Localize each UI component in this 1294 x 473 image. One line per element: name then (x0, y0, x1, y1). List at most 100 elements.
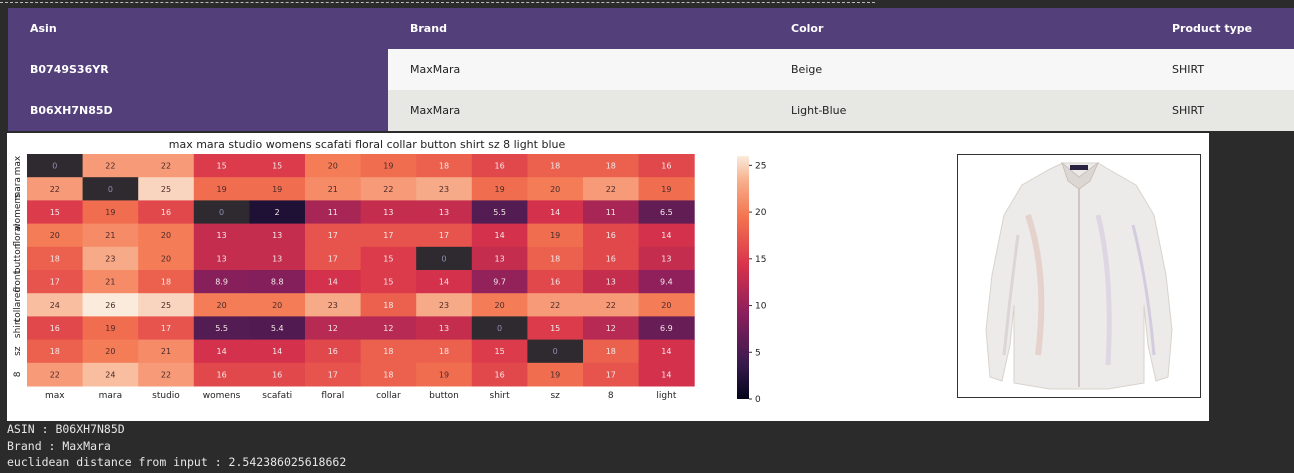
heatmap-cell-label: 19 (105, 208, 115, 217)
colorbar-tick-label: 10 (755, 302, 767, 312)
heatmap-cell (527, 200, 584, 225)
heatmap-cell-label: 11 (606, 208, 616, 217)
heatmap-cell-label: 14 (495, 231, 505, 240)
y-tick-label: 8 (13, 371, 23, 377)
heatmap-cell-label: 16 (272, 370, 282, 379)
heatmap-cell (193, 246, 250, 271)
table-header-row: Asin Brand Color Product type (8, 8, 1294, 49)
heatmap-cell-label: 5.5 (215, 324, 228, 333)
heatmap-cell (638, 154, 695, 178)
heatmap-cell-label: 18 (606, 162, 616, 171)
heatmap-cell-label: 19 (550, 231, 560, 240)
heatmap-cell-label: 16 (217, 370, 227, 379)
y-tick-label: shirt (13, 317, 23, 338)
heatmap-cell (583, 316, 640, 341)
heatmap-cell-label: 25 (161, 301, 171, 310)
colorbar-tick-label: 25 (755, 161, 766, 171)
heatmap-cell-label: 18 (50, 347, 60, 356)
heatmap-cell (249, 177, 306, 201)
heatmap-cell (471, 316, 528, 341)
heatmap-cell (193, 177, 250, 201)
heatmap-cell (27, 246, 84, 271)
heatmap-cell (583, 246, 640, 271)
heatmap-cell-label: 19 (495, 185, 505, 194)
x-tick-label: collar (376, 391, 401, 401)
heatmap-cell (249, 154, 306, 178)
heatmap-cell-label: 15 (217, 162, 227, 171)
heatmap-cell (82, 339, 139, 364)
cell-product-type: SHIRT (1150, 90, 1294, 131)
heatmap-cell (416, 154, 473, 178)
heatmap-cell (360, 223, 417, 248)
x-tick-label: floral (321, 391, 344, 401)
heatmap-cell-label: 14 (661, 231, 671, 240)
y-tick-label: mara (13, 177, 23, 201)
heatmap-cell (82, 200, 139, 225)
heatmap-cell (471, 339, 528, 364)
heatmap-cell (27, 177, 84, 201)
product-table: Asin Brand Color Product type B0749S36YR… (8, 8, 1294, 131)
y-tick-label: sz (13, 346, 23, 356)
heatmap-cell-label: 16 (495, 370, 505, 379)
heatmap-cell (82, 362, 139, 387)
heatmap-cell-label: 25 (161, 185, 171, 194)
heatmap-cell (583, 270, 640, 294)
heatmap-cell-label: 22 (550, 301, 560, 310)
heatmap-cell (527, 154, 584, 178)
heatmap-cell-label: 20 (161, 231, 171, 240)
console-output: ASIN : B06XH7N85D Brand : MaxMara euclid… (7, 421, 707, 471)
heatmap-cell-label: 6.5 (660, 208, 673, 217)
heatmap-cell (360, 200, 417, 225)
heatmap-cell-label: 18 (383, 301, 393, 310)
heatmap-cell-label: 15 (495, 347, 505, 356)
heatmap-cell (638, 177, 695, 201)
heatmap-cell (249, 339, 306, 364)
heatmap-cell-label: 5.4 (271, 324, 284, 333)
heatmap-cell (638, 339, 695, 364)
heatmap-cell-label: 18 (383, 370, 393, 379)
heatmap-cell (82, 154, 139, 178)
colorbar-tick-label: 20 (755, 208, 767, 218)
heatmap-cell (471, 154, 528, 178)
heatmap-cell-label: 12 (606, 324, 616, 333)
heatmap-cell (638, 316, 695, 341)
heatmap-cell-label: 8.8 (271, 278, 284, 287)
heatmap-cell-label: 17 (439, 231, 449, 240)
heatmap-cell-label: 13 (272, 231, 282, 240)
heatmap-cell (416, 200, 473, 225)
heatmap-cell (583, 154, 640, 178)
heatmap-cell-label: 14 (272, 347, 282, 356)
x-tick-label: studio (152, 391, 180, 401)
heatmap-cell (193, 154, 250, 178)
heatmap-cell (638, 270, 695, 294)
heatmap-cell-label: 19 (661, 185, 671, 194)
heatmap-cell-label: 18 (550, 162, 560, 171)
heatmap-cell (305, 223, 362, 248)
x-tick-label: mara (99, 391, 123, 401)
heatmap-cell-label: 21 (328, 185, 338, 194)
heatmap-cell (193, 362, 250, 387)
heatmap-cell-label: 20 (161, 254, 171, 263)
heatmap-cell-label: 16 (661, 162, 671, 171)
heatmap-cell (27, 316, 84, 341)
heatmap-cell-label: 13 (217, 231, 227, 240)
y-tick-label: womens (13, 193, 23, 231)
cell-asin: B06XH7N85D (8, 90, 388, 131)
heatmap-cell-label: 8.9 (215, 278, 228, 287)
product-image (957, 154, 1201, 398)
header-product-type: Product type (1150, 8, 1294, 49)
y-tick-label: floral (13, 224, 23, 247)
heatmap-cell (305, 177, 362, 201)
heatmap-cell (360, 154, 417, 178)
heatmap-cell (193, 200, 250, 225)
heatmap-cell-label: 14 (661, 347, 671, 356)
heatmap-cell (305, 293, 362, 317)
heatmap-cell (138, 339, 195, 364)
heatmap-cell (82, 223, 139, 248)
heatmap-cell-label: 16 (50, 324, 60, 333)
heatmap-cell-label: 0 (553, 347, 558, 356)
heatmap-cell-label: 22 (161, 162, 171, 171)
heatmap-cell-label: 0 (441, 254, 446, 263)
x-tick-label: light (656, 391, 676, 401)
heatmap-cell-label: 13 (495, 254, 505, 263)
